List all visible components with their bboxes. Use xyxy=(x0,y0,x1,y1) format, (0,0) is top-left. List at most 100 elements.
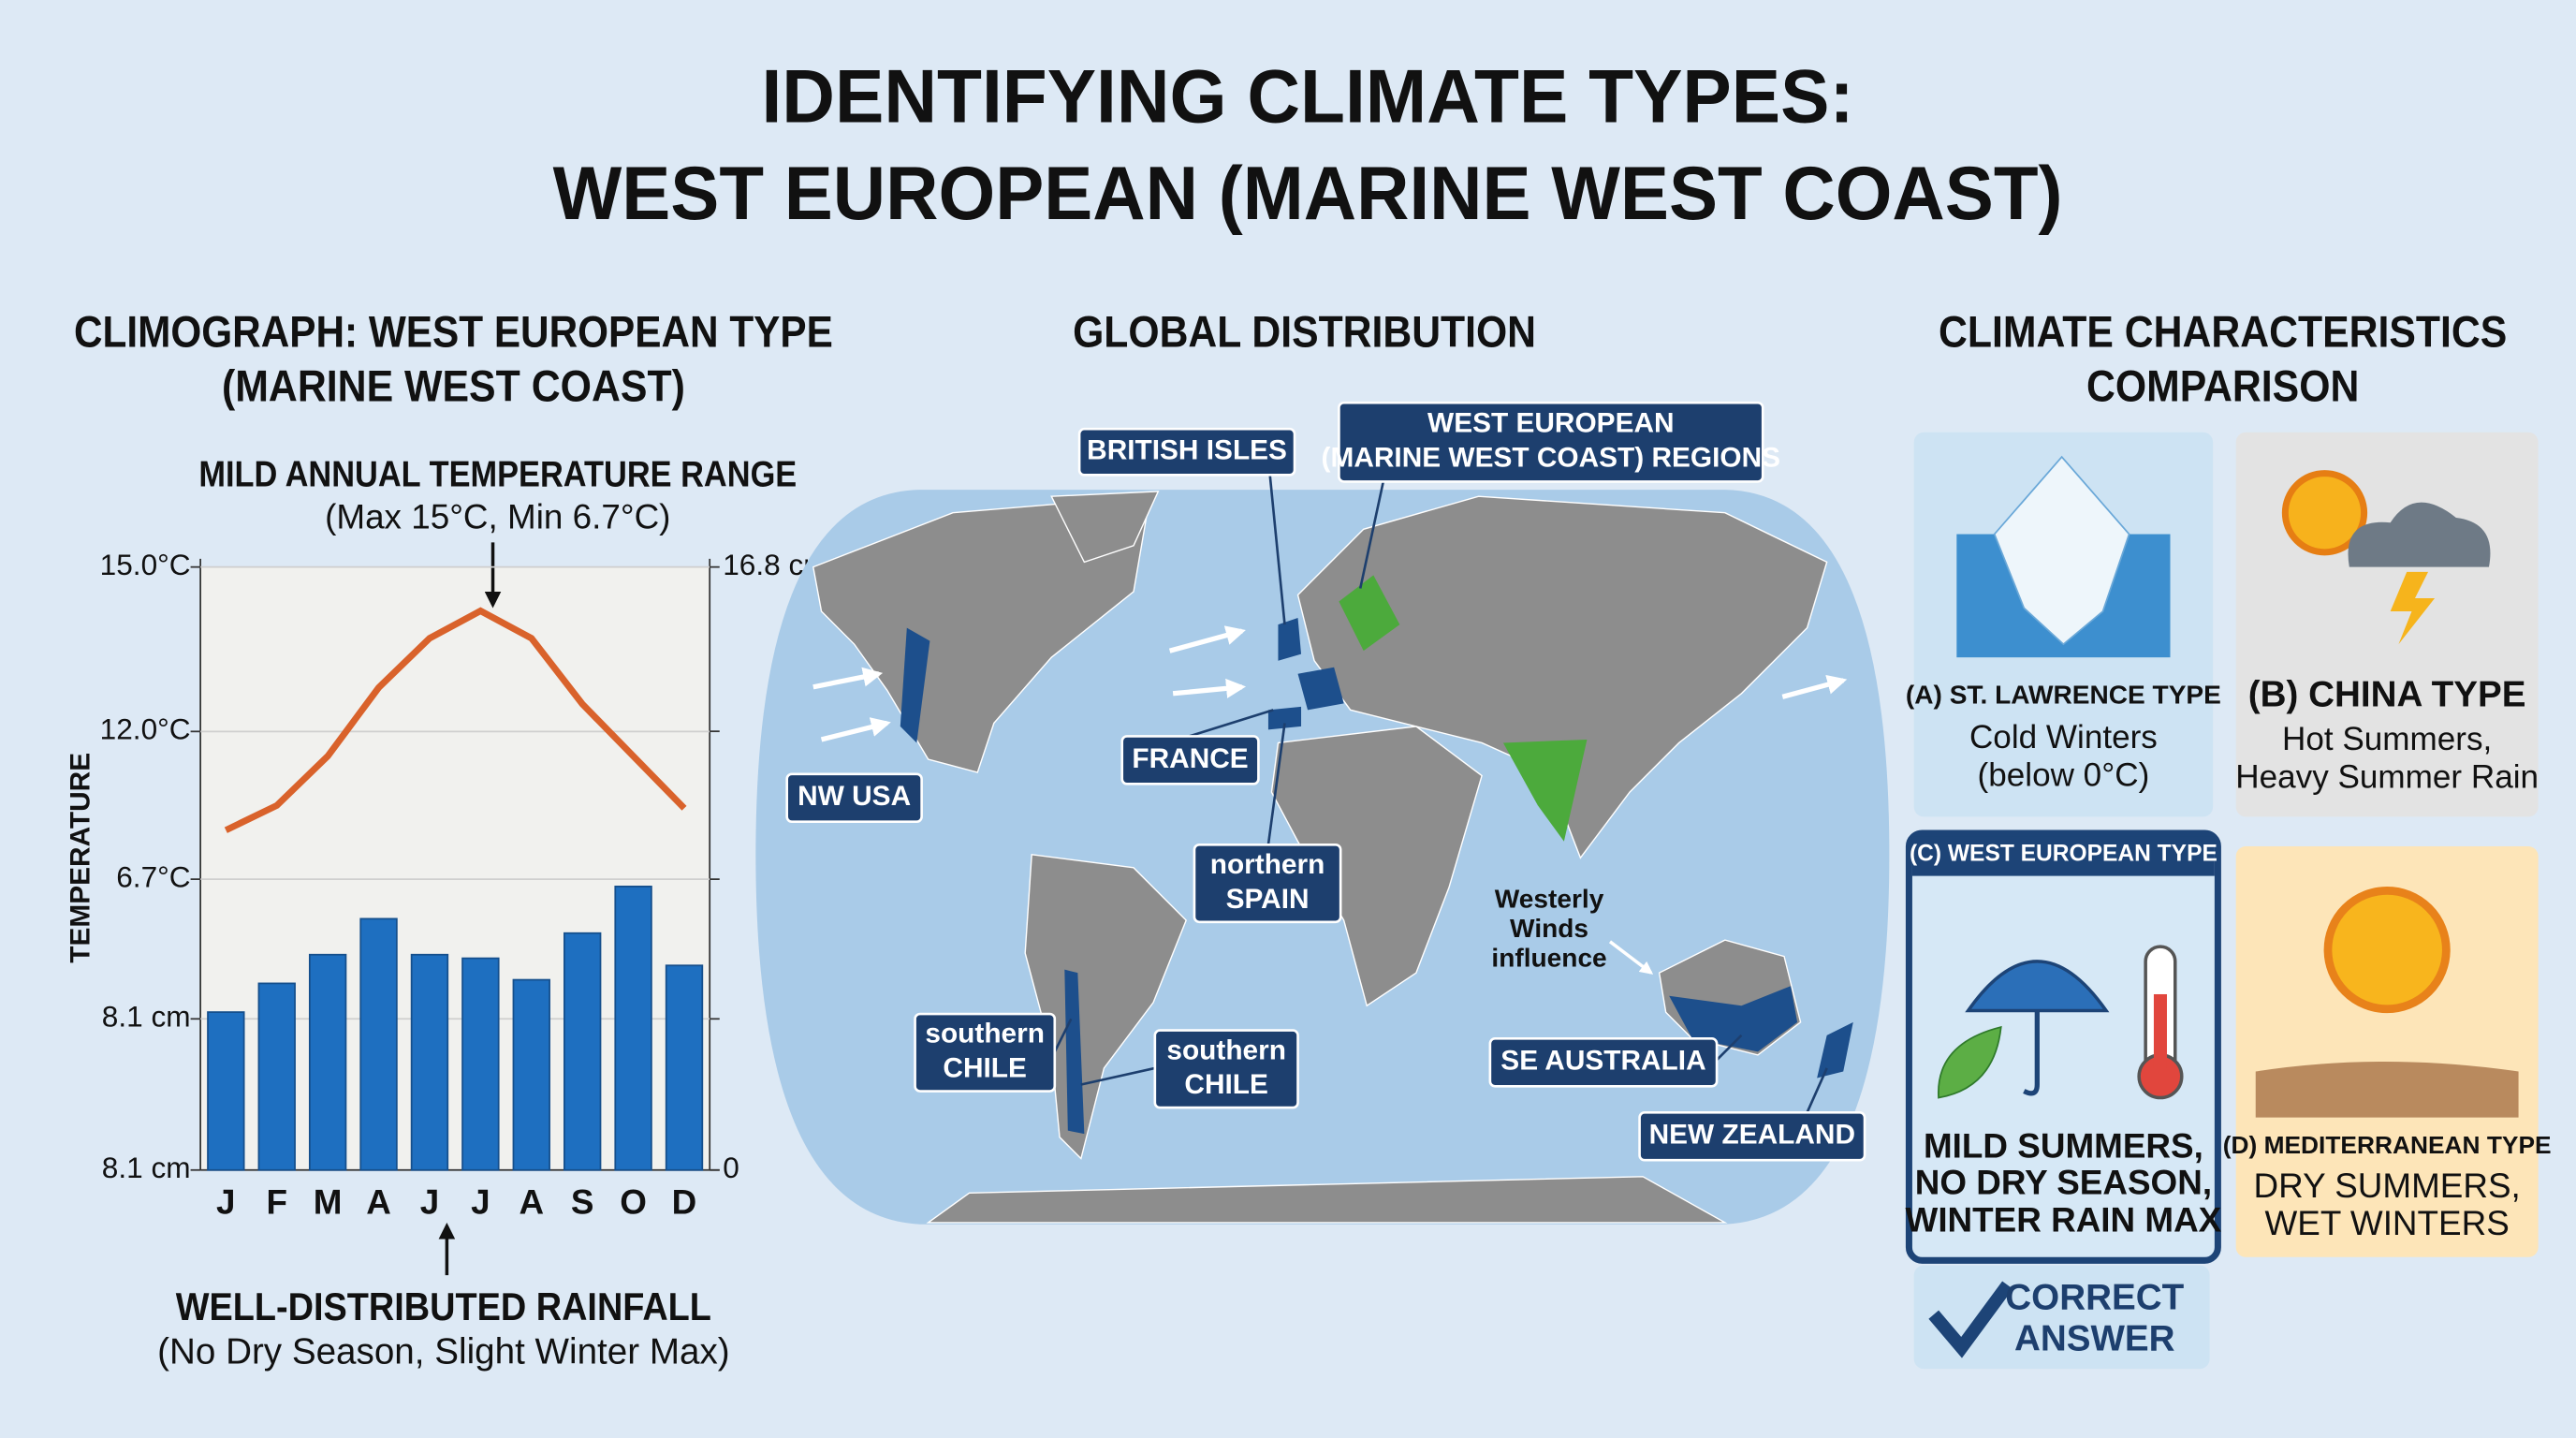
leader xyxy=(1358,481,1385,589)
y2-tick-label: 0 xyxy=(723,1151,739,1184)
icon-sun xyxy=(2281,470,2368,556)
x-tick-label: D xyxy=(672,1182,697,1221)
card-text: WINTER RAIN MAX xyxy=(1906,1201,2222,1240)
region xyxy=(1064,969,1085,1135)
world-map: BRITISH ISLES WEST EUROPEAN (MARINE WEST C… xyxy=(755,401,1890,1225)
y-tick-label: 15.0°C xyxy=(100,548,191,581)
region xyxy=(1502,739,1588,842)
wind-arrow xyxy=(1168,625,1246,653)
icon-umbrella xyxy=(1965,960,2110,1013)
map-label: SPAIN xyxy=(1226,884,1310,915)
card xyxy=(1905,829,2221,1264)
icon-thermometer xyxy=(2153,993,2167,1068)
land xyxy=(1050,491,1160,564)
x-tick-label: A xyxy=(366,1182,391,1221)
map-label-box xyxy=(1338,401,1764,483)
card-header xyxy=(1911,836,2215,876)
card-text: Cold Winters xyxy=(1969,719,2158,756)
icon-umbrella xyxy=(2023,1010,2040,1096)
leader xyxy=(1716,1034,1743,1062)
icon-lightning xyxy=(2390,571,2436,645)
card-label: (D) MEDITERRANEAN TYPE xyxy=(2223,1131,2552,1159)
annotation: MILD ANNUAL TEMPERATURE RANGE xyxy=(198,454,797,494)
bar xyxy=(359,917,398,1171)
leader xyxy=(1806,1067,1828,1113)
y-axis-label: TEMPERATURE xyxy=(66,753,96,963)
wind-arrow xyxy=(820,717,891,742)
y-tick-label: 8.1 cm xyxy=(102,1000,191,1034)
chart-title: (MARINE WEST COAST) xyxy=(222,362,685,412)
bar xyxy=(665,964,704,1171)
card-text: NO DRY SEASON, xyxy=(1915,1163,2212,1201)
card-text: DRY SUMMERS, xyxy=(2254,1167,2521,1205)
bar xyxy=(207,1011,245,1171)
card-text: Heavy Summer Rain xyxy=(2235,758,2539,795)
land xyxy=(1296,495,1828,859)
x-tick-label: J xyxy=(420,1182,440,1221)
icon-iceberg xyxy=(1993,455,2130,646)
card-text: Hot Summers, xyxy=(2282,721,2492,757)
wind-arrow xyxy=(812,667,884,690)
bar xyxy=(461,957,500,1171)
map-label: southern xyxy=(1166,1034,1286,1065)
title: WEST EUROPEAN (MARINE WEST COAST) xyxy=(553,152,2063,236)
annotation: (Max 15°C, Min 6.7°C) xyxy=(325,497,670,536)
icon-ground xyxy=(2255,1061,2519,1118)
chart-title: CLIMOGRAPH: WEST EUROPEAN TYPE xyxy=(74,308,833,358)
map-label: NEW ZEALAND xyxy=(1649,1120,1855,1151)
map-label: southern xyxy=(925,1019,1045,1049)
map-note: influence xyxy=(1491,944,1606,973)
region xyxy=(900,627,930,743)
bar xyxy=(564,932,602,1171)
card-label: (C) WEST EUROPEAN TYPE xyxy=(1910,841,2217,866)
map-label-box xyxy=(1120,735,1260,785)
leader xyxy=(1189,709,1274,738)
map-label: NW USA xyxy=(798,781,911,812)
y-tick-label: 6.7°C xyxy=(116,859,190,893)
wind-arrow xyxy=(1781,674,1848,699)
bar xyxy=(308,953,347,1171)
map-note: Winds xyxy=(1510,914,1588,943)
map-label: BRITISH ISLES xyxy=(1087,435,1287,466)
map-label: WEST EUROPEAN xyxy=(1427,408,1675,439)
wind-arrow xyxy=(1608,940,1654,975)
answer-text: CORRECT xyxy=(2005,1278,2184,1318)
section-title: CLIMATE CHARACTERISTICS xyxy=(1939,308,2507,358)
bar xyxy=(410,953,449,1171)
annotation: WELL-DISTRIBUTED RAINFALL xyxy=(176,1284,711,1328)
temperature-line xyxy=(224,607,687,833)
map-label: CHILE xyxy=(943,1053,1027,1084)
region xyxy=(1278,618,1302,661)
wind-arrow xyxy=(1172,678,1247,698)
land xyxy=(1270,726,1483,1007)
x-tick-label: F xyxy=(266,1182,287,1221)
map-label: northern xyxy=(1210,849,1325,880)
map-note: Westerly xyxy=(1495,884,1604,913)
region xyxy=(1817,1021,1853,1078)
x-tick-label: J xyxy=(216,1182,236,1221)
title: IDENTIFYING CLIMATE TYPES: xyxy=(761,54,1853,139)
map-label-box xyxy=(914,1012,1057,1093)
map-label-box xyxy=(785,772,923,824)
map-label-box xyxy=(1153,1029,1299,1109)
bar xyxy=(512,978,550,1171)
x-tick-label: O xyxy=(620,1182,647,1221)
y-tick-label: 8.1 cm xyxy=(102,1151,191,1184)
map-label-box xyxy=(1488,1037,1719,1088)
section-title: GLOBAL DISTRIBUTION xyxy=(1073,308,1536,358)
card-label: (B) CHINA TYPE xyxy=(2248,675,2526,715)
x-tick-label: S xyxy=(571,1182,594,1221)
icon-check xyxy=(1928,1281,2013,1358)
icon-cloud xyxy=(2348,502,2491,567)
x-tick-label: J xyxy=(471,1182,490,1221)
x-tick-label: M xyxy=(314,1182,343,1221)
region xyxy=(1267,706,1302,730)
card-text: MILD SUMMERS, xyxy=(1924,1127,2203,1166)
map-label-box xyxy=(1193,843,1342,924)
answer-text: ANSWER xyxy=(2014,1319,2175,1359)
land xyxy=(1024,854,1188,1160)
bar xyxy=(614,886,652,1171)
